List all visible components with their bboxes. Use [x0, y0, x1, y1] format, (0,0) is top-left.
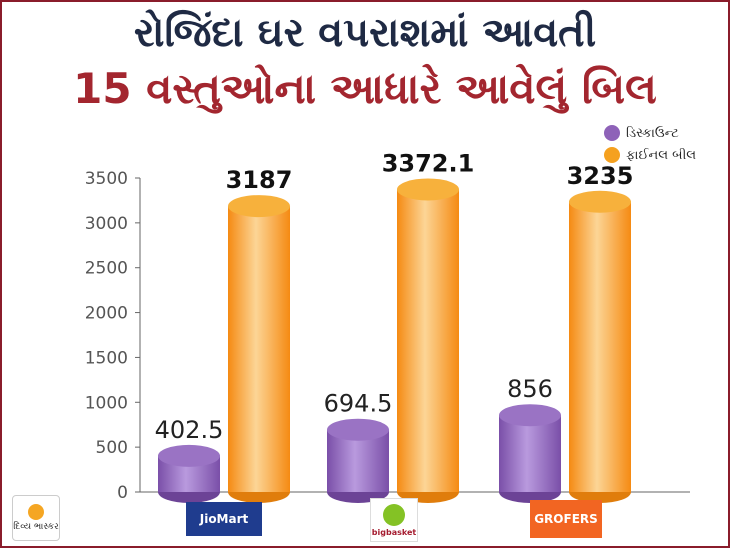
- y-tick-label: 1000: [85, 393, 128, 413]
- y-tick-label: 1500: [85, 348, 128, 368]
- logo-text: bigbasket: [371, 527, 417, 537]
- bar-final-bill: [569, 201, 631, 492]
- y-tick-label: 0: [117, 483, 128, 503]
- bar-discount: [499, 415, 561, 492]
- bar-cap-discount: [158, 444, 220, 467]
- y-tick-label: 2000: [85, 304, 128, 324]
- data-label-final-bill: 3372.1: [382, 149, 475, 177]
- bar-cap-discount: [327, 418, 389, 441]
- y-tick-label: 3500: [85, 169, 128, 189]
- legend-swatch-final-bill: [604, 147, 620, 163]
- chart-title-line2: 15 વસ્તુઓના આધારે આવેલું બિલ: [73, 64, 657, 113]
- bar-final-bill: [228, 206, 290, 492]
- legend-label-discount: ડિસ્કાઉન્ટ: [626, 125, 679, 141]
- legend: ડિસ્કાઉન્ટ ફાઈનલ બીલ: [604, 122, 696, 166]
- brand-logo: દિવ્ય ભાસ્કર: [12, 495, 60, 541]
- logo-jiomart: JioMart: [186, 502, 262, 536]
- legend-swatch-discount: [604, 125, 620, 141]
- logo-grofers: GROFERS: [530, 500, 602, 538]
- y-tick-label: 500: [96, 438, 128, 458]
- bar-cap-discount: [499, 404, 561, 427]
- y-tick-label: 3000: [85, 214, 128, 234]
- bigbasket-mark-icon: [383, 503, 405, 526]
- legend-label-final-bill: ફાઈનલ બીલ: [626, 147, 697, 163]
- data-label-final-bill: 3235: [567, 162, 634, 190]
- logo-bigbasket: bigbasket: [370, 498, 418, 542]
- legend-item-discount: ડિસ્કાઉન્ટ: [604, 122, 696, 144]
- data-label-final-bill: 3187: [226, 166, 293, 194]
- data-label-discount: 694.5: [324, 390, 393, 418]
- bar-final-bill: [397, 189, 459, 492]
- bar-cap-final-bill: [228, 195, 290, 218]
- legend-item-final-bill: ફાઈનલ બીલ: [604, 144, 696, 166]
- logo-text: JioMart: [199, 512, 249, 526]
- chart-title-line1: રોજિંદા ઘર વપરાશમાં આવતી: [133, 10, 597, 56]
- data-label-discount: 402.5: [155, 416, 224, 444]
- bar-cap-final-bill: [569, 190, 631, 213]
- sun-icon: [28, 504, 44, 520]
- brand-text: દિવ્ય ભાસ્કર: [13, 522, 59, 532]
- y-tick-label: 2500: [85, 259, 128, 279]
- data-label-discount: 856: [507, 375, 553, 403]
- bar-cap-final-bill: [397, 178, 459, 201]
- logo-text: GROFERS: [534, 512, 598, 526]
